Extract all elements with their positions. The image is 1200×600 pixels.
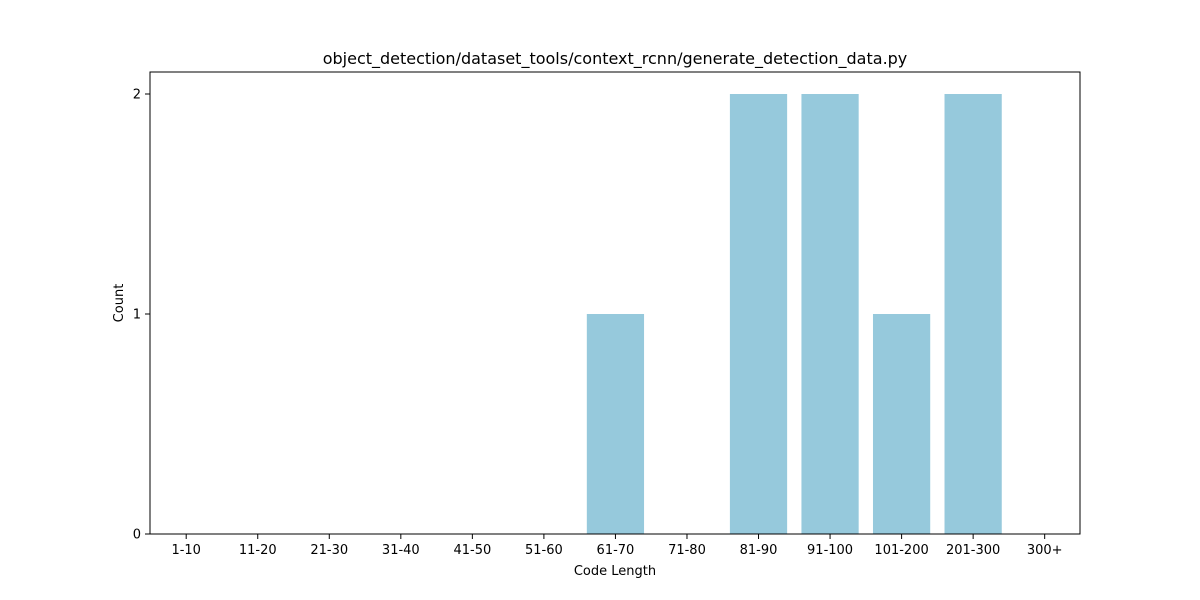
y-axis-label: Count bbox=[112, 284, 127, 323]
x-tick-label: 21-30 bbox=[310, 543, 348, 558]
y-tick-label: 2 bbox=[133, 88, 141, 103]
bar-91-100 bbox=[801, 94, 859, 534]
y-tick-label: 0 bbox=[133, 528, 141, 543]
x-axis-ticks: 1-10 11-20 21-30 31-40 41-50 51-60 61-70 71-80 8… bbox=[171, 534, 1063, 558]
bar-201-300 bbox=[944, 94, 1002, 534]
x-tick-label: 31-40 bbox=[382, 543, 420, 558]
x-tick-label: 300+ bbox=[1027, 543, 1063, 558]
x-tick-label: 11-20 bbox=[239, 543, 277, 558]
chart-title: object_detection/dataset_tools/context_r… bbox=[323, 49, 908, 69]
x-tick-label: 51-60 bbox=[525, 543, 563, 558]
x-tick-label: 201-300 bbox=[946, 543, 1000, 558]
bar-101-200 bbox=[872, 314, 931, 534]
x-tick-label: 101-200 bbox=[874, 543, 928, 558]
x-tick-label: 61-70 bbox=[597, 543, 635, 558]
x-tick-label: 91-100 bbox=[807, 543, 853, 558]
x-tick-label: 81-90 bbox=[740, 543, 778, 558]
bar-81-90 bbox=[729, 94, 788, 534]
plot-area-frame bbox=[149, 71, 1081, 535]
x-tick-label: 41-50 bbox=[453, 543, 491, 558]
bars-group bbox=[586, 94, 1002, 534]
y-tick-label: 1 bbox=[133, 308, 141, 323]
x-tick-label: 1-10 bbox=[171, 543, 201, 558]
bar-61-70 bbox=[586, 314, 645, 534]
x-tick-label: 71-80 bbox=[668, 543, 706, 558]
y-axis-ticks: 0 1 2 bbox=[133, 88, 150, 543]
x-axis-label: Code Length bbox=[574, 564, 656, 579]
